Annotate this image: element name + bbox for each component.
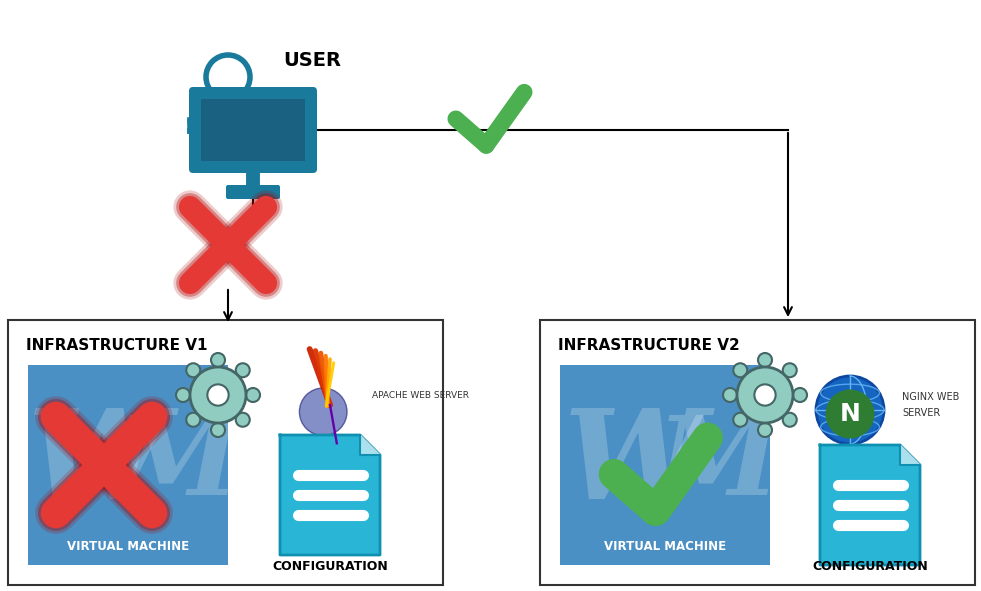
Circle shape	[207, 384, 229, 405]
Text: M: M	[117, 411, 239, 519]
FancyBboxPatch shape	[189, 87, 317, 173]
Circle shape	[758, 423, 772, 437]
Circle shape	[783, 363, 797, 377]
Bar	[8, 320, 443, 585]
Circle shape	[733, 413, 748, 427]
Bar	[276, 431, 384, 559]
Circle shape	[826, 390, 874, 438]
Circle shape	[723, 388, 737, 402]
Text: INFRASTRUCTURE V1: INFRASTRUCTURE V1	[26, 339, 208, 353]
Circle shape	[186, 363, 200, 377]
Bar	[201, 99, 305, 161]
Circle shape	[176, 388, 190, 402]
Circle shape	[186, 413, 200, 427]
Polygon shape	[820, 445, 920, 565]
Text: APACHE WEB SERVER: APACHE WEB SERVER	[372, 391, 469, 400]
Text: N: N	[840, 402, 860, 426]
Circle shape	[299, 388, 347, 436]
Bar	[540, 320, 975, 585]
Circle shape	[733, 363, 748, 377]
Circle shape	[737, 367, 793, 423]
Text: VIRTUAL MACHINE: VIRTUAL MACHINE	[604, 541, 726, 554]
Polygon shape	[280, 435, 380, 555]
Circle shape	[190, 367, 246, 423]
Circle shape	[754, 384, 776, 405]
Circle shape	[816, 376, 884, 444]
Text: CONFIGURATION: CONFIGURATION	[272, 560, 387, 573]
Text: NGINX WEB
SERVER: NGINX WEB SERVER	[902, 392, 959, 418]
Text: INFRASTRUCTURE V2: INFRASTRUCTURE V2	[558, 339, 740, 353]
Text: W: W	[563, 404, 703, 526]
Text: VIRTUAL MACHINE: VIRTUAL MACHINE	[67, 541, 189, 554]
Circle shape	[783, 413, 797, 427]
Bar	[816, 441, 924, 569]
Bar	[28, 365, 228, 565]
Polygon shape	[900, 445, 920, 465]
Circle shape	[793, 388, 807, 402]
Bar	[560, 365, 770, 565]
Circle shape	[235, 363, 250, 377]
Text: M: M	[656, 411, 779, 519]
Text: USER: USER	[283, 50, 341, 70]
Text: W: W	[27, 404, 168, 526]
Circle shape	[246, 388, 260, 402]
Circle shape	[211, 423, 225, 437]
Circle shape	[758, 353, 772, 367]
FancyBboxPatch shape	[226, 185, 280, 199]
Circle shape	[235, 413, 250, 427]
Polygon shape	[360, 435, 380, 455]
Circle shape	[211, 353, 225, 367]
Text: CONFIGURATION: CONFIGURATION	[812, 560, 928, 573]
